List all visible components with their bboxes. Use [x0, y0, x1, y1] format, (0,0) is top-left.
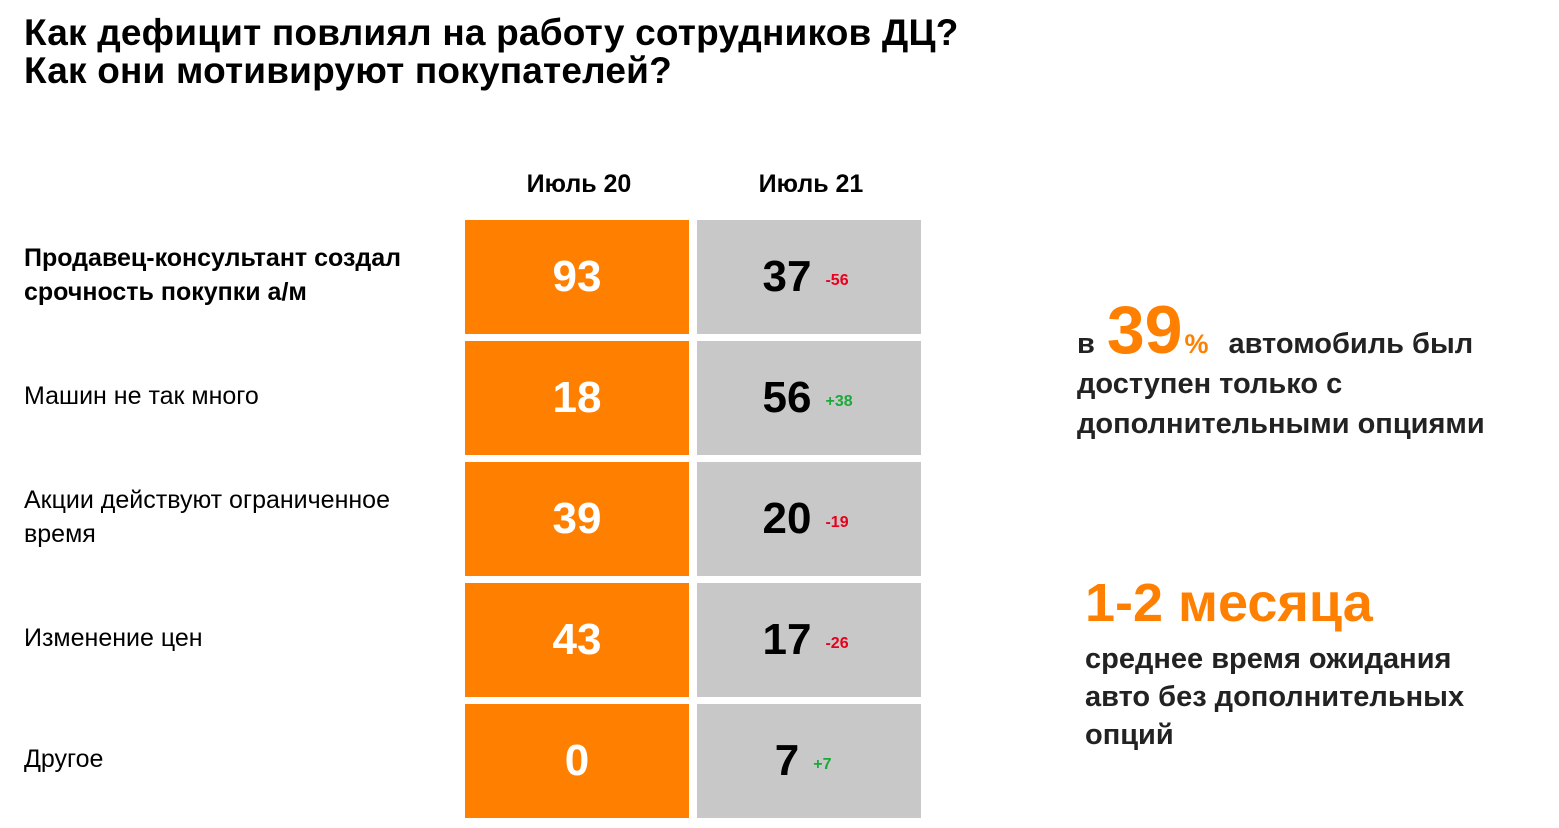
cell-july-21: 56 +38 — [697, 341, 921, 455]
row-label: Изменение цен — [24, 624, 203, 652]
callout-wait-headline: 1-2 месяца — [1085, 573, 1373, 633]
value-july-21: 20 — [762, 494, 812, 543]
callout-wait-line-1: среднее время ожидания — [1085, 643, 1452, 675]
callout-percent-number: 39 — [1106, 292, 1183, 368]
row-label: Продавец-консультант создал срочность по… — [24, 244, 402, 306]
delta-change: -26 — [825, 635, 849, 652]
value-july-20: 39 — [552, 494, 602, 543]
callout-percent-sign: % — [1184, 329, 1209, 359]
callout-prefix: в — [1077, 328, 1095, 360]
callout-options-share: в 39 % автомобиль был доступен только с … — [1077, 292, 1485, 444]
callout-line-3: дополнительными опциями — [1077, 408, 1485, 440]
column-header-july-20: Июль 20 — [526, 170, 632, 198]
page-title: Как дефицит повлиял на работу сотруднико… — [24, 14, 959, 90]
column-header-july-21: Июль 21 — [758, 170, 864, 198]
title-line-2: Как они мотивируют покупателей? — [24, 50, 672, 91]
cell-july-20: 39 — [465, 462, 689, 576]
delta-change: +7 — [813, 756, 832, 773]
value-july-21: 17 — [762, 615, 812, 664]
cell-july-21: 7 +7 — [697, 704, 921, 818]
callout-wait-line-3: опций — [1085, 719, 1174, 751]
callout-wait-time: 1-2 месяца среднее время ожидания авто б… — [1085, 572, 1464, 754]
row-label: Акции действуют ограниченное время — [24, 486, 390, 548]
value-july-20: 43 — [552, 615, 602, 664]
cell-july-20: 93 — [465, 220, 689, 334]
title-line-1: Как дефицит повлиял на работу сотруднико… — [24, 12, 959, 53]
delta-change: +38 — [825, 393, 853, 410]
value-july-21: 56 — [762, 373, 812, 422]
cell-july-20: 18 — [465, 341, 689, 455]
row-label: Машин не так много — [24, 382, 259, 410]
delta-change: -56 — [825, 272, 849, 289]
callout-line-2: доступен только с — [1077, 368, 1343, 400]
callout-line-1-rest: автомобиль был — [1228, 328, 1474, 360]
value-july-20: 0 — [564, 736, 590, 785]
cell-july-21: 20 -19 — [697, 462, 921, 576]
cell-july-20: 0 — [465, 704, 689, 818]
callout-wait-line-2: авто без дополнительных — [1085, 681, 1465, 713]
value-july-20: 93 — [552, 252, 602, 301]
cell-july-20: 43 — [465, 583, 689, 697]
delta-change: -19 — [825, 514, 849, 531]
value-july-21: 37 — [762, 252, 812, 301]
value-july-21: 7 — [774, 736, 800, 785]
row-label: Другое — [24, 745, 104, 773]
cell-july-21: 37 -56 — [697, 220, 921, 334]
cell-july-21: 17 -26 — [697, 583, 921, 697]
value-july-20: 18 — [552, 373, 602, 422]
